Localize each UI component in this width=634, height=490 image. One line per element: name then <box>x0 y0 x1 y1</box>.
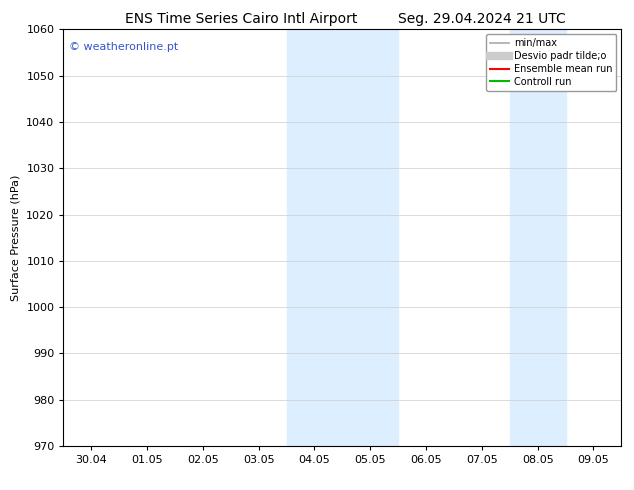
Bar <box>287 29 342 446</box>
Text: © weatheronline.pt: © weatheronline.pt <box>69 42 178 52</box>
Bar <box>342 29 398 446</box>
Legend: min/max, Desvio padr tilde;o, Ensemble mean run, Controll run: min/max, Desvio padr tilde;o, Ensemble m… <box>486 34 616 91</box>
Text: ENS Time Series Cairo Intl Airport: ENS Time Series Cairo Intl Airport <box>125 12 357 26</box>
Y-axis label: Surface Pressure (hPa): Surface Pressure (hPa) <box>11 174 21 301</box>
Text: Seg. 29.04.2024 21 UTC: Seg. 29.04.2024 21 UTC <box>398 12 566 26</box>
Bar <box>510 29 566 446</box>
